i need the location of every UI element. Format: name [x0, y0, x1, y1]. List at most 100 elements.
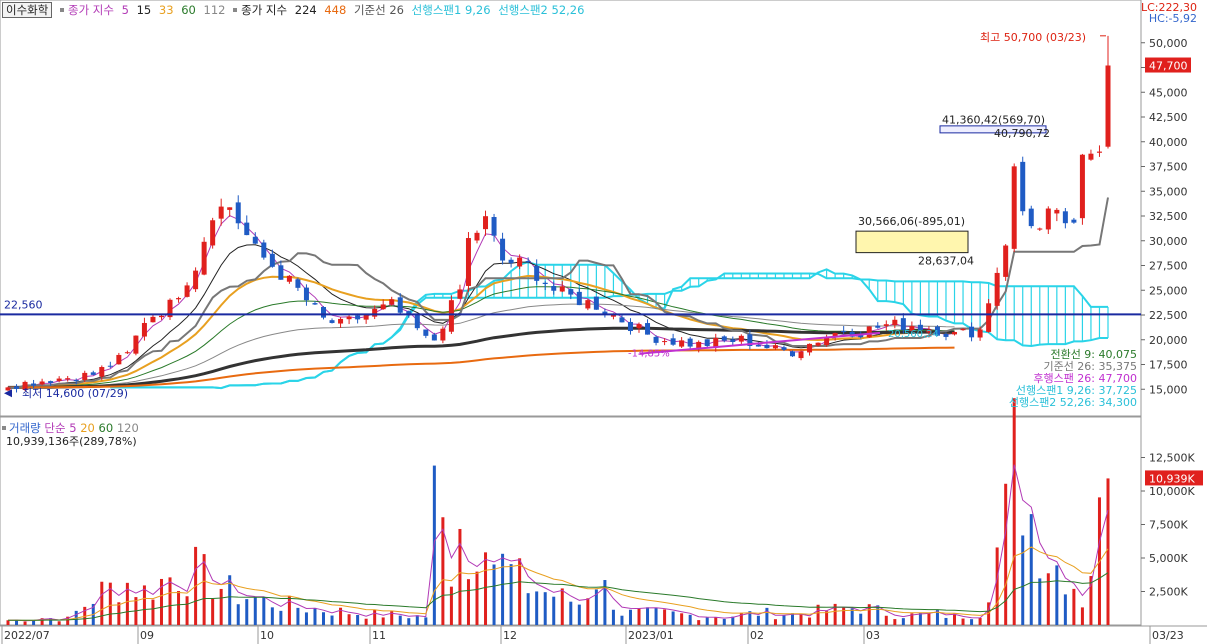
volume-bar: [6, 620, 10, 625]
candle-body: [610, 314, 616, 317]
candle-body: [559, 286, 565, 292]
vma20-line: [8, 546, 1109, 621]
fib-box-upper: [939, 125, 1047, 134]
candle-body: [977, 329, 983, 338]
candle-body: [261, 242, 267, 258]
candle-body: [99, 367, 105, 377]
candle-body: [730, 339, 736, 342]
candle-body: [1003, 245, 1009, 277]
candle-body: [1045, 208, 1051, 230]
candle-body: [389, 299, 395, 305]
candle-body: [747, 334, 753, 346]
ichimoku-legend-1: 기준선 26: 35,375: [1043, 360, 1137, 373]
volume-bar: [526, 593, 530, 625]
volume-bar: [560, 588, 564, 625]
ma15-label: 15: [136, 3, 152, 17]
candle-body: [39, 381, 45, 385]
ma2-legend-icon: [233, 8, 238, 12]
volume-bar: [1004, 483, 1008, 625]
candle-body: [508, 259, 514, 264]
volume-bar: [108, 582, 112, 625]
candle-body: [815, 342, 821, 346]
candle-body: [278, 265, 284, 280]
volume-bar: [680, 613, 684, 625]
candle-body: [107, 365, 113, 367]
volume-bar: [1055, 565, 1059, 625]
volume-bar: [816, 604, 820, 625]
ichimoku-legend-2: 후행스팬 26: 47,700: [1033, 372, 1137, 385]
candle-body: [636, 324, 642, 329]
ma5-label: 5: [121, 3, 129, 17]
candle-body: [517, 257, 523, 267]
volume-bar: [177, 591, 181, 625]
candle-body: [1071, 219, 1077, 223]
vma5-label: 5: [69, 421, 77, 435]
ma60-label: 60: [181, 3, 196, 17]
candle-body: [934, 326, 940, 336]
candle-body: [772, 345, 778, 349]
volume-bar: [458, 528, 462, 625]
volume-bar: [543, 592, 547, 625]
ma-label: 종가 지수: [67, 3, 114, 17]
volume-bar: [620, 615, 624, 625]
candle-body: [210, 220, 216, 246]
volume-bar: [739, 612, 743, 625]
candle-body: [303, 287, 309, 301]
candle-body: [755, 344, 761, 347]
x-tick-label: 2022/07: [4, 629, 50, 642]
volume-bar: [304, 612, 308, 625]
vma120-label: 120: [116, 421, 139, 435]
candle-body: [363, 315, 369, 320]
candle-body: [883, 324, 889, 326]
stock-title[interactable]: 이수화학: [2, 2, 53, 18]
ma2-label: 종가 지수: [241, 3, 288, 17]
volume-bar: [23, 621, 27, 625]
volume-bar: [236, 604, 240, 625]
candle-body: [414, 313, 420, 329]
price-tick-label: 42,500: [1149, 111, 1188, 124]
price-tick-label: 50,000: [1149, 37, 1188, 50]
candle-body: [372, 308, 378, 317]
candle-body: [158, 315, 164, 318]
volume-bar: [347, 614, 351, 625]
vma20-label: 20: [80, 421, 95, 435]
price-tick-label: 15,000: [1149, 383, 1188, 396]
span2-label: 선행스팬2 52,26: [498, 3, 585, 17]
candle-body: [602, 311, 608, 315]
volume-bar: [501, 553, 505, 625]
volume-bar: [1072, 588, 1076, 625]
ma15-line: [7, 244, 955, 389]
volume-bar: [228, 575, 232, 625]
candle-body: [926, 329, 932, 333]
candle-body: [483, 216, 489, 230]
candle-body: [448, 300, 454, 332]
candle-body: [312, 303, 318, 305]
base-line: [7, 197, 1109, 390]
candle-body: [653, 336, 659, 343]
volume-bar: [569, 601, 573, 625]
fib-upper-label: 41,360,42(569,70): [942, 113, 1045, 126]
volume-bar: [262, 596, 266, 625]
candle-body: [645, 323, 651, 335]
volume-bar: [953, 613, 957, 625]
volume-info: 10,939,136주(289,78%): [6, 435, 137, 448]
x-tick-label: 03/23: [1152, 629, 1184, 642]
volume-bar: [185, 596, 189, 625]
volume-bar: [518, 558, 522, 625]
candle-body: [176, 298, 182, 300]
price-tick-label: 45,000: [1149, 86, 1188, 99]
volume-ma-label: 단순: [44, 421, 66, 435]
volume-bar: [748, 611, 752, 625]
volume-bar: [978, 617, 982, 625]
candle-body: [141, 322, 147, 337]
volume-bar: [697, 620, 701, 625]
volume-bar: [151, 599, 155, 625]
volume-bar: [296, 607, 300, 625]
price-tick-label: 30,000: [1149, 235, 1188, 248]
volume-bar: [637, 608, 641, 625]
candle-body: [329, 320, 335, 323]
volume-bar: [935, 610, 939, 625]
candle-body: [525, 261, 531, 263]
candle-body: [252, 236, 258, 244]
